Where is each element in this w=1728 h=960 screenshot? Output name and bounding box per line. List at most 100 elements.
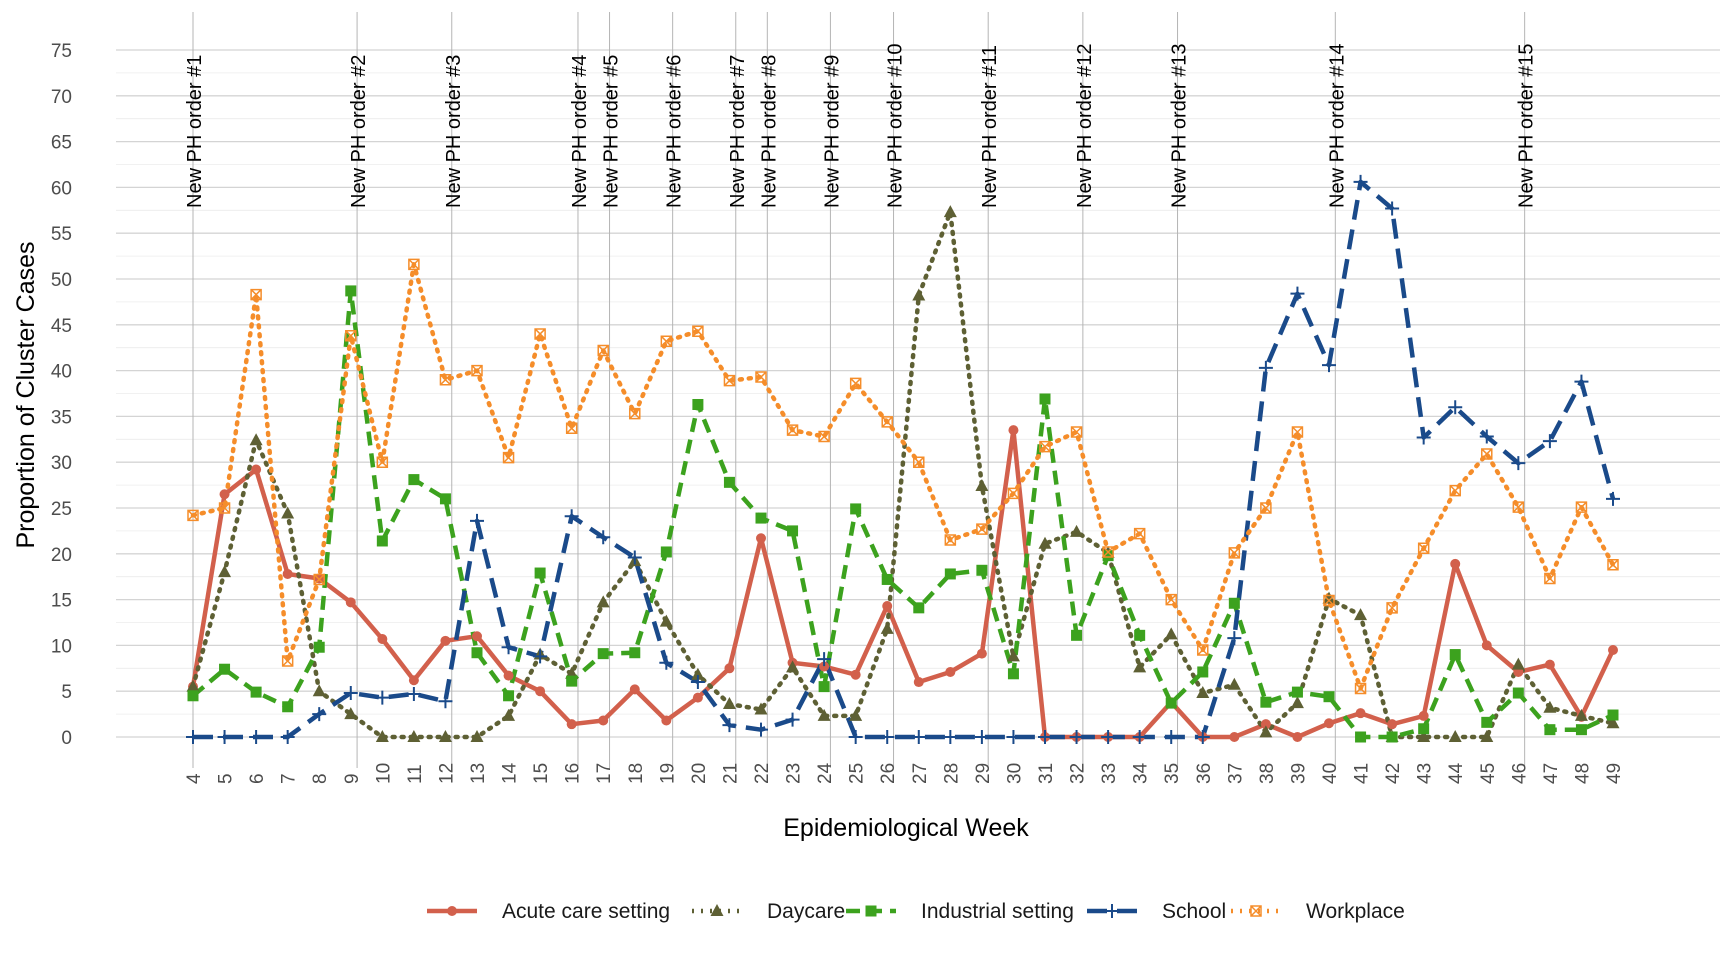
data-point-industrial-setting [1007, 668, 1019, 680]
data-point-acute-care-setting [1324, 718, 1334, 729]
x-tick-label: 29 [973, 763, 994, 784]
y-axis-title: Proportion of Cluster Cases [12, 241, 40, 548]
x-tick-label: 47 [1541, 763, 1562, 784]
data-point-school [1069, 730, 1084, 744]
data-point-daycare [975, 479, 989, 492]
data-point-workplace [881, 416, 893, 428]
data-point-acute-care-setting [1418, 710, 1429, 721]
y-tick-label: 65 [51, 133, 72, 154]
data-point-industrial-setting [1134, 629, 1146, 641]
data-point-acute-care-setting [976, 648, 987, 659]
data-point-workplace [1354, 682, 1367, 695]
legend-marker-daycare [710, 904, 724, 916]
data-point-industrial-setting [881, 573, 893, 585]
data-point-daycare [849, 708, 863, 721]
y-tick-label: 20 [51, 545, 72, 566]
data-point-industrial-setting [1228, 597, 1240, 609]
data-point-industrial-setting [1165, 697, 1177, 709]
data-point-acute-care-setting [1229, 732, 1240, 742]
data-point-daycare [1354, 608, 1368, 621]
data-point-industrial-setting [1039, 393, 1051, 405]
data-point-school [1479, 429, 1494, 444]
data-point-acute-care-setting [1355, 708, 1366, 719]
data-point-school [911, 730, 926, 744]
x-axis-ticks: 4 5 6 7 8 9 10 11 12 13 14 15 16 17 18 19 20 21 22 23 24 25 26… [184, 762, 1625, 784]
data-point-school [1258, 360, 1273, 375]
data-point-acute-care-setting [440, 635, 451, 646]
legend-label-school: School [1162, 900, 1226, 923]
x-tick-label: 26 [878, 763, 899, 784]
data-point-workplace [629, 407, 641, 420]
data-point-acute-care-setting [724, 663, 735, 674]
data-point-daycare [754, 702, 768, 715]
data-point-school [785, 712, 800, 727]
legend-item-school: School [1087, 900, 1226, 923]
data-point-industrial-setting [723, 476, 735, 488]
data-point-industrial-setting [660, 546, 672, 558]
data-point-school [1385, 201, 1400, 216]
data-point-workplace [1417, 542, 1430, 555]
data-point-school [880, 730, 895, 744]
legend: Acute care setting Daycare Industrial sett… [427, 900, 1405, 923]
x-tick-label: 33 [1099, 763, 1120, 784]
x-tick-label: 46 [1509, 763, 1530, 784]
data-point-workplace [218, 502, 231, 514]
legend-marker-workplace [1250, 905, 1262, 917]
data-point-school [754, 722, 768, 737]
data-point-workplace [818, 430, 830, 443]
ph-order-labels: New PH order #1 New PH order #2 New PH ord… [184, 43, 1538, 208]
data-point-acute-care-setting [1008, 425, 1019, 436]
data-point-industrial-setting [408, 474, 420, 486]
x-tick-label: 11 [405, 764, 426, 784]
data-point-daycare [722, 697, 736, 710]
x-tick-label: 22 [752, 763, 773, 784]
data-point-workplace [187, 509, 199, 522]
y-tick-label: 70 [51, 87, 72, 108]
data-point-industrial-setting [1418, 723, 1430, 735]
data-point-workplace [250, 288, 262, 301]
data-point-daycare [438, 730, 452, 742]
data-point-workplace [849, 377, 862, 390]
y-tick-label: 50 [51, 270, 72, 291]
data-point-daycare [218, 565, 232, 578]
ph-order-label: New PH order #6 [664, 55, 686, 208]
data-point-industrial-setting [1575, 724, 1587, 736]
data-point-school [564, 509, 579, 524]
data-point-acute-care-setting [1544, 659, 1555, 670]
x-tick-label: 38 [1257, 763, 1278, 784]
data-point-industrial-setting [1102, 550, 1114, 562]
data-point-industrial-setting [1544, 724, 1556, 736]
series-line-daycare [190, 209, 1616, 740]
x-tick-label: 14 [500, 762, 521, 784]
data-point-daycare [186, 679, 200, 692]
data-point-daycare [1227, 677, 1241, 690]
data-point-daycare [691, 667, 705, 680]
data-point-workplace [1102, 546, 1114, 558]
data-point-industrial-setting [913, 602, 925, 614]
data-point-workplace [1039, 440, 1051, 453]
data-point-school [1195, 730, 1210, 744]
x-tick-label: 4 [184, 773, 205, 784]
data-point-industrial-setting [944, 568, 956, 580]
ph-order-label: New PH order #12 [1074, 43, 1096, 208]
data-point-industrial-setting [1071, 629, 1083, 641]
data-point-school [1416, 430, 1431, 445]
data-point-school [280, 730, 295, 744]
data-point-acute-care-setting [503, 670, 514, 681]
x-tick-label: 49 [1604, 763, 1625, 784]
data-point-industrial-setting [1481, 716, 1493, 728]
data-point-workplace [660, 335, 673, 348]
data-point-daycare [1196, 686, 1210, 699]
data-point-workplace [1291, 426, 1304, 438]
y-axis-ticks: 0 5 10 15 20 25 30 35 40 45 50 55 60 65 70 75 [51, 41, 72, 749]
data-point-workplace [1607, 559, 1619, 571]
data-point-industrial-setting [439, 493, 451, 505]
data-point-workplace [1512, 501, 1525, 513]
x-tick-label: 37 [1225, 763, 1246, 784]
data-point-school [1227, 631, 1242, 646]
data-point-school [817, 652, 832, 667]
data-point-daycare [1259, 725, 1273, 738]
y-tick-label: 25 [51, 499, 72, 520]
data-point-industrial-setting [503, 690, 515, 702]
